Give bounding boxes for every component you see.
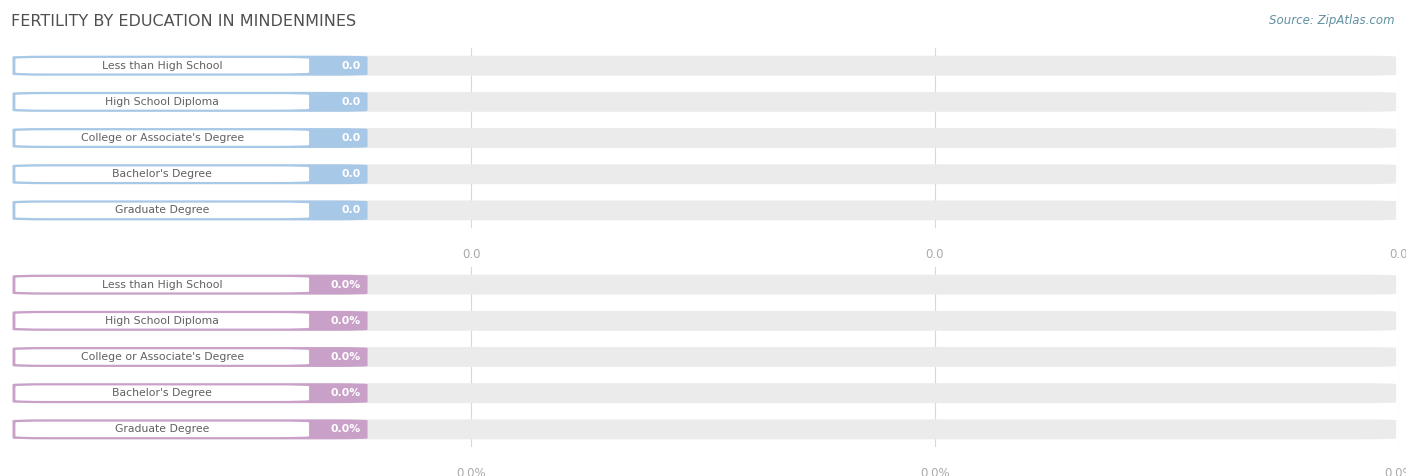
- FancyBboxPatch shape: [15, 313, 309, 328]
- Text: Less than High School: Less than High School: [103, 279, 222, 290]
- FancyBboxPatch shape: [13, 164, 1396, 184]
- FancyBboxPatch shape: [13, 383, 1396, 403]
- FancyBboxPatch shape: [15, 386, 309, 401]
- Text: Less than High School: Less than High School: [103, 60, 222, 71]
- FancyBboxPatch shape: [13, 347, 1396, 367]
- FancyBboxPatch shape: [15, 167, 309, 182]
- FancyBboxPatch shape: [13, 311, 1396, 331]
- FancyBboxPatch shape: [13, 275, 1396, 295]
- FancyBboxPatch shape: [13, 419, 367, 439]
- Text: 0.0%: 0.0%: [920, 467, 950, 476]
- Text: 0.0%: 0.0%: [456, 467, 486, 476]
- FancyBboxPatch shape: [13, 128, 1396, 148]
- Text: Bachelor's Degree: Bachelor's Degree: [112, 388, 212, 398]
- FancyBboxPatch shape: [15, 277, 309, 292]
- FancyBboxPatch shape: [13, 56, 367, 76]
- FancyBboxPatch shape: [13, 56, 1396, 76]
- FancyBboxPatch shape: [13, 92, 1396, 112]
- FancyBboxPatch shape: [13, 128, 367, 148]
- FancyBboxPatch shape: [15, 58, 309, 73]
- Text: Graduate Degree: Graduate Degree: [115, 424, 209, 435]
- Text: 0.0%: 0.0%: [330, 316, 360, 326]
- Text: 0.0%: 0.0%: [330, 352, 360, 362]
- FancyBboxPatch shape: [13, 92, 367, 112]
- Text: 0.0: 0.0: [342, 133, 360, 143]
- FancyBboxPatch shape: [13, 200, 367, 220]
- Text: 0.0: 0.0: [925, 248, 945, 261]
- FancyBboxPatch shape: [15, 94, 309, 109]
- Text: 0.0: 0.0: [1389, 248, 1406, 261]
- Text: High School Diploma: High School Diploma: [105, 316, 219, 326]
- Text: High School Diploma: High School Diploma: [105, 97, 219, 107]
- FancyBboxPatch shape: [15, 349, 309, 365]
- FancyBboxPatch shape: [15, 130, 309, 146]
- FancyBboxPatch shape: [15, 203, 309, 218]
- Text: 0.0: 0.0: [342, 169, 360, 179]
- FancyBboxPatch shape: [13, 347, 367, 367]
- Text: 0.0: 0.0: [342, 60, 360, 71]
- Text: Graduate Degree: Graduate Degree: [115, 205, 209, 216]
- Text: 0.0%: 0.0%: [330, 388, 360, 398]
- FancyBboxPatch shape: [15, 422, 309, 437]
- FancyBboxPatch shape: [13, 200, 1396, 220]
- Text: Source: ZipAtlas.com: Source: ZipAtlas.com: [1270, 14, 1395, 27]
- FancyBboxPatch shape: [13, 275, 367, 295]
- FancyBboxPatch shape: [13, 383, 367, 403]
- Text: 0.0: 0.0: [342, 205, 360, 216]
- Text: 0.0%: 0.0%: [330, 279, 360, 290]
- Text: 0.0%: 0.0%: [1384, 467, 1406, 476]
- Text: College or Associate's Degree: College or Associate's Degree: [80, 133, 243, 143]
- Text: Bachelor's Degree: Bachelor's Degree: [112, 169, 212, 179]
- Text: 0.0: 0.0: [342, 97, 360, 107]
- FancyBboxPatch shape: [13, 311, 367, 331]
- Text: 0.0%: 0.0%: [330, 424, 360, 435]
- Text: College or Associate's Degree: College or Associate's Degree: [80, 352, 243, 362]
- Text: 0.0: 0.0: [461, 248, 481, 261]
- FancyBboxPatch shape: [13, 419, 1396, 439]
- Text: FERTILITY BY EDUCATION IN MINDENMINES: FERTILITY BY EDUCATION IN MINDENMINES: [11, 14, 356, 30]
- FancyBboxPatch shape: [13, 164, 367, 184]
